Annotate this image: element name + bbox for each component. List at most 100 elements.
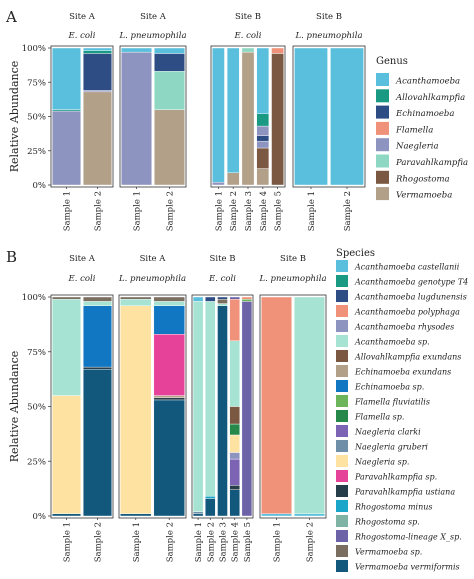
bar-segment <box>217 305 228 517</box>
legend-swatch <box>336 380 348 392</box>
y-tick-label: 50% <box>27 113 46 123</box>
bar-segment <box>229 452 240 460</box>
legend-label: Vermamoeba sp. <box>355 548 422 557</box>
bar-segment <box>52 110 81 186</box>
legend-label: Acanthamoeba genotype T4 <box>354 278 468 287</box>
panel-label: A <box>5 8 17 26</box>
legend-label: Rhogostoma-lineage X_sp. <box>354 533 462 542</box>
legend-label: Naegleria <box>395 142 439 152</box>
facet-site-label: Site B <box>210 254 236 264</box>
bar-segment <box>212 182 225 186</box>
legend-swatch <box>336 260 348 272</box>
x-tick-label: Sample 4 <box>259 191 269 231</box>
x-tick-label: Sample 2 <box>94 191 104 231</box>
bar-segment <box>153 399 185 517</box>
bar-segment <box>294 296 325 515</box>
x-tick-label: Sample 2 <box>306 522 316 562</box>
x-tick-label: Sample 3 <box>219 522 229 562</box>
bar-segment <box>229 485 240 490</box>
bar-segment <box>83 50 112 54</box>
legend-swatch <box>376 89 389 103</box>
facet-organism-label: E. coli <box>68 31 96 41</box>
legend-swatch <box>336 305 348 317</box>
y-tick-label: 25% <box>27 147 46 157</box>
bar-segment <box>229 423 240 436</box>
bar-segment <box>83 53 112 91</box>
legend-label: Acanthamoeba sp. <box>354 338 430 347</box>
bar-segment <box>229 458 240 486</box>
bar-segment <box>205 496 216 499</box>
bar-segment <box>83 90 112 93</box>
legend-title: Species <box>336 248 375 259</box>
facet-organism-label: L. pneumophila <box>294 31 362 41</box>
bar-segment <box>120 513 152 517</box>
legend-swatch <box>376 73 389 86</box>
bar-segment <box>120 296 152 300</box>
legend-swatch <box>376 105 389 119</box>
facet-organism-label: L. pneumophila <box>118 31 186 41</box>
legend-label: Acanthamoeba <box>395 77 460 87</box>
bar-segment <box>226 47 240 173</box>
bar-segment <box>153 305 185 335</box>
bar-segment <box>83 296 112 302</box>
bar-segment <box>261 513 292 517</box>
x-tick-label: Sample 1 <box>132 522 142 562</box>
bar-segment <box>205 301 216 497</box>
bar-segment <box>120 305 152 515</box>
bar-segment <box>83 47 112 51</box>
x-tick-label: Sample 2 <box>166 191 176 231</box>
legend-swatch <box>336 455 348 467</box>
legend-label: Flamella sp. <box>354 413 404 422</box>
bar-segment <box>83 366 112 370</box>
facet-frame <box>259 294 327 519</box>
facet-frame <box>292 45 366 188</box>
y-tick-label: 75% <box>27 348 46 358</box>
x-tick-label: Sample 1 <box>63 522 73 562</box>
legend-swatch <box>376 170 389 184</box>
legend-swatch <box>336 410 348 422</box>
x-tick-label: Sample 1 <box>273 522 283 562</box>
y-axis-label: Relative Abundance <box>8 351 21 463</box>
legend-label: Acanthamoeba castellanii <box>354 263 460 272</box>
facet-frame <box>50 294 114 519</box>
x-tick-label: Sample 2 <box>206 522 216 562</box>
y-tick-label: 50% <box>27 403 46 413</box>
bar-segment <box>229 298 240 342</box>
bar-segment <box>241 298 253 302</box>
bar-segment <box>261 296 292 515</box>
facet-site-label: Site A <box>140 254 167 264</box>
legend-label: Allovahlkampfia <box>395 93 465 103</box>
legend-label: Naegleria clarki <box>354 428 421 437</box>
bar-segment <box>217 298 228 304</box>
bar-segment <box>121 47 152 53</box>
bar-segment <box>256 168 270 186</box>
y-axis-label: Relative Abundance <box>8 61 21 173</box>
bar-segment <box>52 109 81 112</box>
facet-site-label: Site A <box>69 254 96 264</box>
x-tick-label: Sample 2 <box>165 522 175 562</box>
bar-segment <box>153 301 185 306</box>
facet-site-label: Site A <box>69 12 96 22</box>
legend-label: Acanthamoeba lugdunensis <box>354 293 467 302</box>
legend-label: Rhogostoma <box>395 174 450 184</box>
legend-label: Echinamoeba <box>395 109 454 119</box>
legend-swatch <box>376 121 389 135</box>
bar-segment <box>83 91 112 186</box>
bar-segment <box>154 109 185 186</box>
legend-swatch <box>376 187 389 201</box>
facet-frame <box>50 45 114 188</box>
facet-organism-label: L. pneumophila <box>118 274 186 284</box>
x-tick-label: Sample 2 <box>94 522 104 562</box>
bar-segment <box>153 395 185 398</box>
legend-swatch <box>336 350 348 362</box>
bar-segment <box>154 71 185 110</box>
bar-segment <box>83 301 112 306</box>
bar-segment <box>192 511 204 515</box>
bar-segment <box>241 301 253 517</box>
x-tick-label: Sample 5 <box>274 191 284 231</box>
panel-label: B <box>6 248 17 266</box>
bar-segment <box>256 140 270 149</box>
y-tick-label: 25% <box>27 457 46 467</box>
legend-label: Echinamoeba sp. <box>354 383 424 392</box>
